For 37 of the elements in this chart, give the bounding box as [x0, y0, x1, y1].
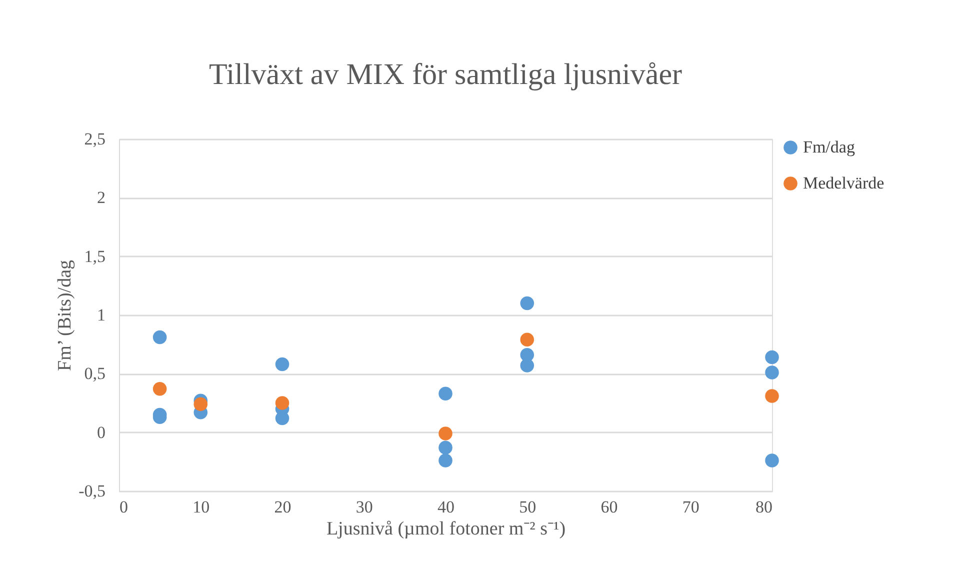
point: [152, 382, 167, 396]
point: [520, 332, 534, 347]
point: [520, 296, 534, 310]
x-tick-label: 80: [756, 498, 772, 516]
y-axis-title: Fm’ (Bits)/dag: [54, 260, 76, 372]
point: [275, 357, 290, 372]
point: [438, 426, 452, 440]
y-tick-label: 0: [97, 422, 106, 442]
x-tick-label: 0: [120, 498, 128, 516]
y-tick-label: 0,5: [84, 364, 106, 384]
y-tick-label: 1: [97, 306, 106, 324]
x-tick-label: 50: [519, 498, 536, 516]
point: [438, 386, 452, 400]
chart-title: Tillväxt av MIX för samtliga ljusnivåer: [209, 58, 682, 91]
legend-label: Fm/dag: [803, 138, 856, 156]
x-tick-label: 30: [356, 498, 373, 516]
legend-label: Medelvärde: [803, 174, 884, 192]
y-tick-label: 2,5: [84, 130, 106, 148]
y-tick-label: 2: [97, 188, 106, 208]
point: [438, 440, 452, 454]
x-tick-label: 10: [192, 498, 210, 516]
point: [765, 366, 779, 380]
point: [438, 454, 452, 468]
point: [765, 350, 779, 364]
y-tick-label: 1,5: [84, 246, 106, 266]
x-tick-label: 20: [274, 498, 292, 516]
point: [194, 397, 208, 412]
x-tick-label: 40: [438, 498, 454, 516]
x-tick-label: 70: [682, 498, 700, 516]
x-tick-label: 60: [600, 498, 618, 516]
point: [520, 358, 534, 372]
point: [765, 454, 779, 468]
x-axis-title: Ljusnivå (µmol fotoner m⁻² s⁻¹): [326, 518, 566, 540]
point: [275, 396, 290, 410]
y-tick-label: -0,5: [78, 482, 106, 500]
point: [765, 389, 779, 403]
point: [152, 330, 167, 344]
